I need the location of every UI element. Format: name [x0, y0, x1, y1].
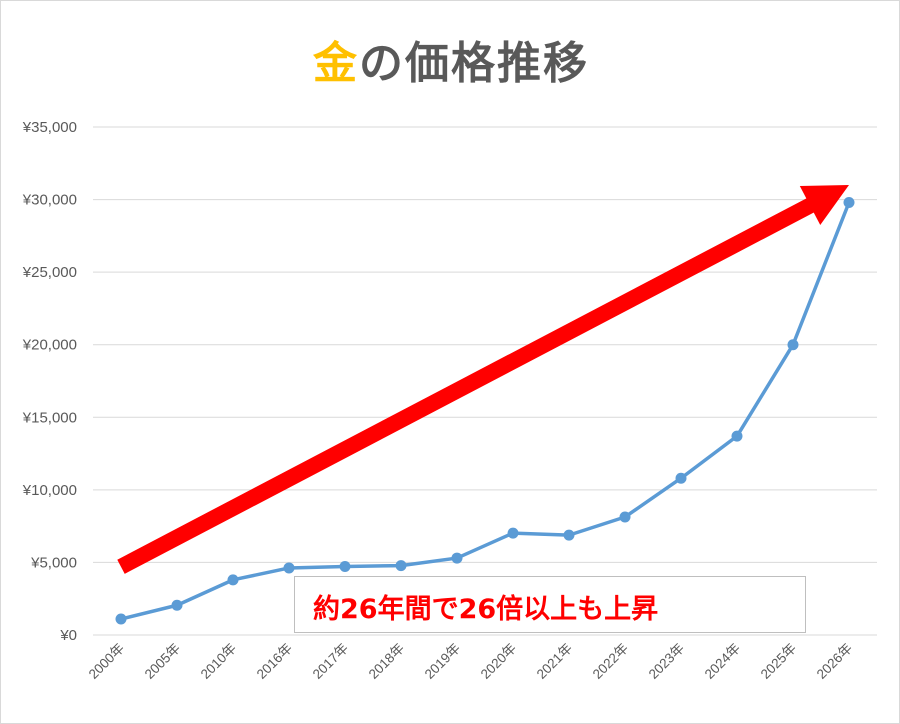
data-point	[395, 560, 407, 572]
data-point	[787, 339, 799, 351]
y-tick-label: ¥15,000	[22, 409, 77, 426]
data-point	[227, 574, 239, 586]
x-tick-label: 2024年	[702, 641, 743, 682]
x-tick-label: 2023年	[646, 641, 687, 682]
x-tick-label: 2010年	[198, 641, 239, 682]
data-point	[451, 552, 463, 564]
x-tick-label: 2019年	[422, 641, 463, 682]
x-tick-label: 2022年	[590, 641, 631, 682]
y-tick-label: ¥10,000	[22, 482, 77, 499]
x-tick-label: 2017年	[310, 641, 351, 682]
x-tick-label: 2005年	[142, 641, 183, 682]
x-tick-label: 2025年	[758, 641, 799, 682]
trend-arrow-layer	[117, 185, 849, 574]
data-point	[283, 562, 295, 574]
annotation-text: 約26年間で26倍以上も上昇	[313, 594, 659, 625]
x-tick-label: 2018年	[366, 641, 407, 682]
data-point	[339, 560, 351, 572]
series-line	[120, 201, 851, 621]
y-tick-label: ¥20,000	[22, 337, 77, 354]
data-point	[619, 511, 631, 523]
trend-arrow-shaft	[117, 197, 816, 574]
data-point	[675, 472, 687, 484]
y-tick-label: ¥25,000	[22, 264, 77, 281]
x-tick-label: 2016年	[254, 641, 295, 682]
annotation-box: 約26年間で26倍以上も上昇	[294, 576, 806, 633]
x-tick-label: 2020年	[478, 641, 519, 682]
x-tick-label: 2021年	[534, 641, 575, 682]
chart-title-accent: 金	[313, 38, 359, 89]
y-tick-label: ¥5,000	[30, 554, 77, 571]
y-tick-label: ¥35,000	[22, 119, 77, 136]
chart-title: 金の価格推移	[1, 27, 900, 91]
data-point	[843, 196, 855, 208]
x-axis-ticks: 2000年 2005年 2010年 2016年 2017年 2018年 2019年 2020年…	[86, 641, 855, 682]
data-point	[731, 430, 743, 442]
data-point	[563, 529, 575, 541]
chart-title-rest: の価格推移	[359, 38, 589, 89]
x-tick-label: 2000年	[86, 641, 127, 682]
series-layer	[115, 196, 855, 625]
trend-arrow-head	[799, 185, 849, 225]
gridlines	[93, 126, 877, 636]
y-tick-label: ¥30,000	[22, 192, 77, 209]
data-point	[171, 599, 183, 611]
y-axis-ticks: ¥0 ¥5,000 ¥10,000 ¥15,000 ¥20,000 ¥25,000 ¥30,…	[22, 119, 77, 644]
data-point	[115, 613, 127, 625]
data-point	[507, 527, 519, 539]
x-tick-label: 2026年	[814, 641, 855, 682]
y-tick-label: ¥0	[59, 627, 77, 644]
